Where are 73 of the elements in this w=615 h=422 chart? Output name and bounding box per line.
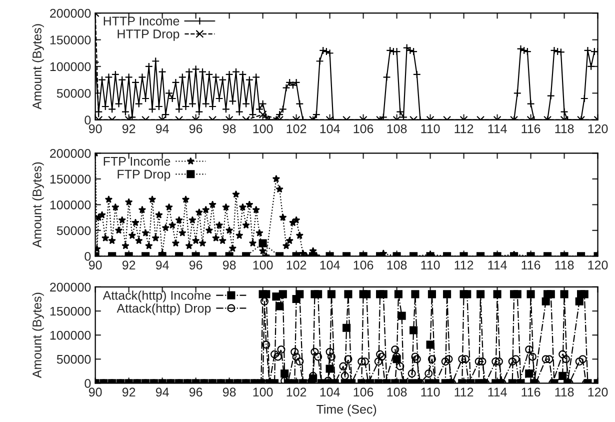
x-tick-label: 120 [588,388,608,397]
x-tick-label: 94 [156,260,169,270]
x-tick-label: 90 [88,388,102,397]
x-tick-label: 96 [189,260,202,270]
x-tick-label: 102 [286,260,306,270]
x-tick-label: 104 [320,388,340,397]
legend-label: FTP Drop [118,170,170,182]
y-tick-label: 50000 [56,226,91,236]
x-tick-label: 116 [522,124,540,134]
x-tick-label: 96 [189,124,202,134]
y-tick-label: 0 [84,116,91,124]
x-tick-label: 98 [222,260,236,270]
x-tick-label: 100 [253,388,273,397]
x-tick-label: 106 [354,260,374,270]
x-axis-title: Time (Sec) [316,404,376,416]
legend-label: HTTP Drop [118,30,180,41]
x-tick-label: 106 [354,388,374,397]
x-tick-label: 92 [122,124,136,134]
x-tick-label: 100 [253,124,273,134]
x-tick-label: 90 [88,124,102,134]
y-tick-label: 50000 [56,88,91,98]
x-tick-label: 116 [522,260,540,270]
y-tick-label: 150000 [50,174,91,184]
x-tick-label: 106 [354,124,374,134]
x-tick-label: 112 [454,388,474,396]
x-tick-label: 114 [488,388,507,396]
y-tick-label: 100000 [50,330,91,340]
x-tick-label: 104 [320,124,340,134]
x-tick-label: 120 [588,260,608,270]
y-tick-label: 0 [84,378,91,388]
y-tick-label: 150000 [50,36,91,44]
x-tick-label: 92 [122,260,136,270]
x-tick-label: 96 [189,388,202,397]
x-tick-label: 92 [122,388,136,397]
x-tick-label: 104 [320,260,340,270]
x-tick-label: 118 [555,260,574,270]
x-tick-label: 90 [88,260,102,270]
x-tick-label: 116 [522,388,540,397]
y-tick-label: 100000 [50,62,91,72]
x-tick-label: 110 [421,124,440,134]
legend-label: Attack(http) Drop [116,304,211,316]
y-tick-label: 200000 [50,282,91,292]
y-tick-label: 50000 [56,354,91,364]
x-tick-label: 112 [454,260,474,270]
y-axis-title: Amount (Bytes) [32,24,44,110]
legend-label: Attack(http) Income [102,290,211,302]
x-tick-label: 108 [387,124,407,134]
x-tick-label: 94 [156,388,169,397]
x-tick-label: 110 [421,388,440,397]
x-tick-label: 120 [588,124,608,134]
x-tick-label: 118 [555,388,574,397]
x-tick-label: 110 [421,260,440,270]
x-tick-label: 98 [222,388,236,397]
y-tick-label: 100000 [50,200,91,210]
x-tick-label: 102 [286,124,306,134]
y-tick-label: 200000 [50,8,91,18]
x-tick-label: 114 [488,124,507,134]
y-axis-title: Amount (Bytes) [32,292,44,378]
legend-label: FTP Income [104,157,170,166]
x-tick-label: 108 [387,260,407,270]
y-axis-title: Amount (Bytes) [32,162,44,248]
x-tick-label: 114 [488,260,507,270]
x-tick-label: 100 [253,260,273,270]
x-tick-label: 102 [286,388,306,397]
x-tick-label: 98 [222,124,236,134]
y-tick-label: 0 [84,252,91,261]
y-tick-label: 200000 [50,148,91,158]
x-tick-label: 108 [387,388,407,397]
x-tick-label: 94 [156,124,169,134]
x-tick-label: 112 [454,124,474,134]
y-tick-label: 150000 [50,306,91,316]
x-tick-label: 118 [555,124,574,134]
legend-label: HTTP Income [104,16,180,26]
